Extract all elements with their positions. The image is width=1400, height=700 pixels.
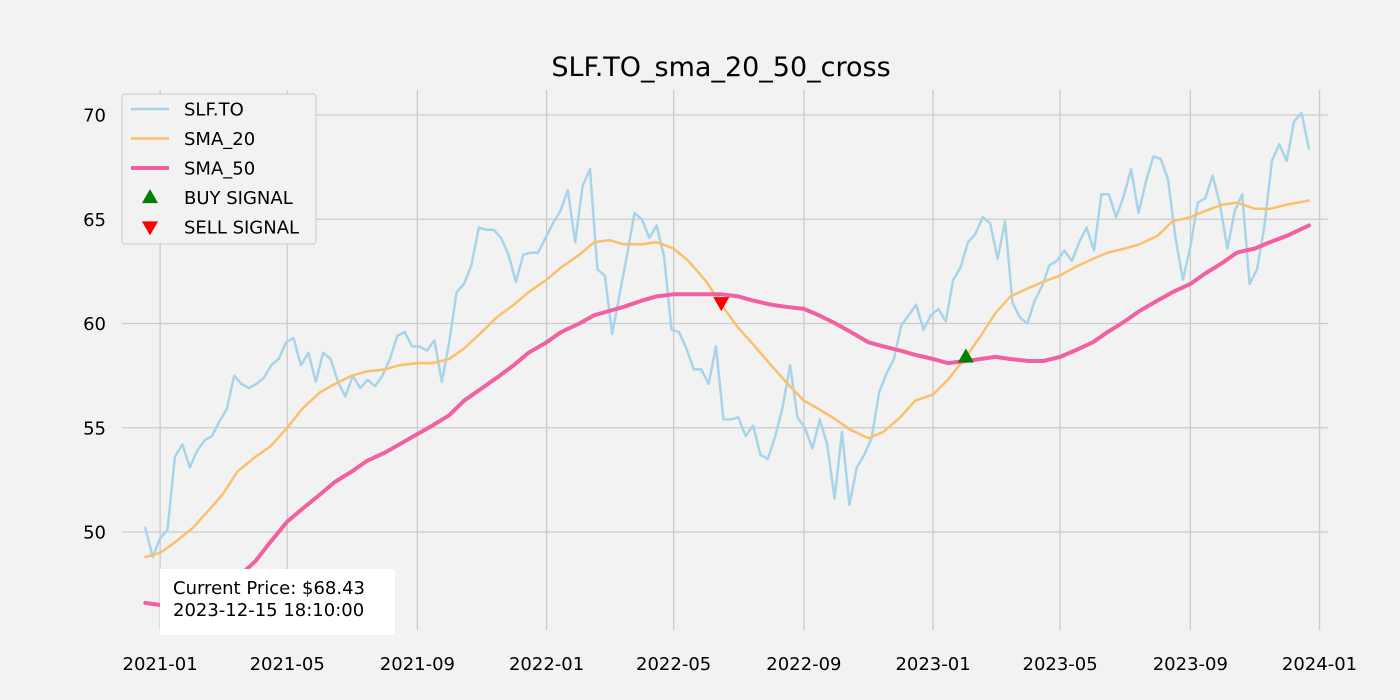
y-tick-65: 65 <box>83 210 106 231</box>
legend-swatch-buy-signal <box>141 189 159 204</box>
buy-signal-marker <box>957 348 974 363</box>
legend-label-sma-20: SMA_20 <box>184 129 255 150</box>
x-tick-2021-09: 2021-09 <box>380 654 455 675</box>
series-lines <box>143 111 1311 610</box>
chart-title: SLF.TO_sma_20_50_cross <box>551 52 890 83</box>
y-tick-55: 55 <box>83 418 106 439</box>
x-tick-2023-05: 2023-05 <box>1023 654 1098 675</box>
legend-box <box>121 93 317 245</box>
legend-label-sma-50: SMA_50 <box>184 159 255 180</box>
y-tick-60: 60 <box>83 314 106 335</box>
x-tick-2022-09: 2022-09 <box>766 654 841 675</box>
series-line-sma-50 <box>143 223 1311 610</box>
grid <box>122 90 1328 630</box>
legend: SLF.TO SMA_20 SMA_50 BUY SIGNAL SELL SIGNAL <box>121 93 317 245</box>
x-tick-2021-05: 2021-05 <box>250 654 325 675</box>
legend-label-slf-to: SLF.TO <box>184 100 244 121</box>
legend-label-sell-signal: SELL SIGNAL <box>184 218 299 239</box>
x-tick-2022-01: 2022-01 <box>509 654 584 675</box>
sell-signal-marker <box>713 297 730 312</box>
x-tick-2023-01: 2023-01 <box>895 654 970 675</box>
x-tick-2024-01: 2024-01 <box>1282 654 1357 675</box>
current-price-timestamp: 2023-12-15 18:10:00 <box>173 600 365 621</box>
x-tick-2022-05: 2022-05 <box>636 654 711 675</box>
current-price-box: Current Price: $68.43 2023-12-15 18:10:0… <box>160 569 395 635</box>
x-tick-2021-01: 2021-01 <box>123 654 198 675</box>
y-tick-50: 50 <box>83 523 106 544</box>
series-line-slf-to <box>144 111 1311 559</box>
y-tick-70: 70 <box>83 106 106 127</box>
current-price-text: Current Price: $68.43 <box>173 578 366 599</box>
legend-swatch-sell-signal <box>141 221 159 236</box>
signal-markers <box>713 297 974 363</box>
tick-labels: 2021-01 2021-05 2021-09 2022-01 2022-05 2022-… <box>83 106 1357 675</box>
legend-label-buy-signal: BUY SIGNAL <box>184 188 293 209</box>
x-tick-2023-09: 2023-09 <box>1153 654 1228 675</box>
series-line-sma-20 <box>144 199 1311 559</box>
